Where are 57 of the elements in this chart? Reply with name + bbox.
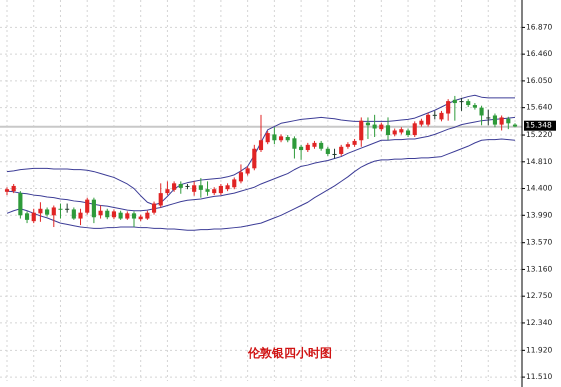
candlestick [412,120,417,138]
candlestick [252,144,256,171]
candlestick [459,97,464,112]
candlestick [198,178,203,198]
candlestick [218,183,223,196]
candlestick [339,144,344,156]
candlestick [306,142,310,153]
candlestick [486,109,490,126]
candlestick [24,210,30,224]
candlestick [98,205,103,220]
candlestick [439,110,444,122]
candlestick [446,98,450,122]
candlestick [372,114,377,138]
text: 伦敦银四小时图 [247,346,332,360]
candlestick [238,164,244,184]
line-series [6,138,516,231]
candlestick [326,146,330,156]
candlestick [105,208,110,220]
candlestick [165,180,170,196]
candlestick [12,183,16,194]
candlestick [500,114,504,131]
candlestick [266,130,270,145]
candlestick [332,148,337,160]
candlestick [492,113,498,128]
candlestick [132,210,136,228]
candlestick [152,201,156,216]
candlestick [85,197,90,216]
candlestick [246,166,250,176]
candlestick [319,140,324,152]
candlestick [192,180,196,196]
candlestick [272,126,276,145]
candlestick [232,176,236,190]
candlestick [18,190,22,220]
candlestick [506,116,510,130]
candlestick [426,112,430,128]
candlestick [112,208,116,220]
candlestick [366,116,370,140]
candlestick [38,202,42,222]
candlestick [92,197,96,224]
candlestick [359,116,364,148]
candlestick [158,182,163,208]
candlestick [45,206,50,218]
candlestick [386,116,390,141]
candlestick [258,114,264,153]
candlestick [480,105,484,126]
candlestick [205,180,210,196]
candlestick [178,180,183,194]
candlestick [172,180,176,192]
candlestick [145,210,150,220]
candlestick [58,203,63,220]
candlestick [118,210,123,220]
candlestick [32,208,36,224]
candlestick [52,205,56,228]
candlestick [78,208,83,226]
candlestick [292,136,296,160]
candlestick [72,206,76,220]
candlestick [65,203,70,214]
